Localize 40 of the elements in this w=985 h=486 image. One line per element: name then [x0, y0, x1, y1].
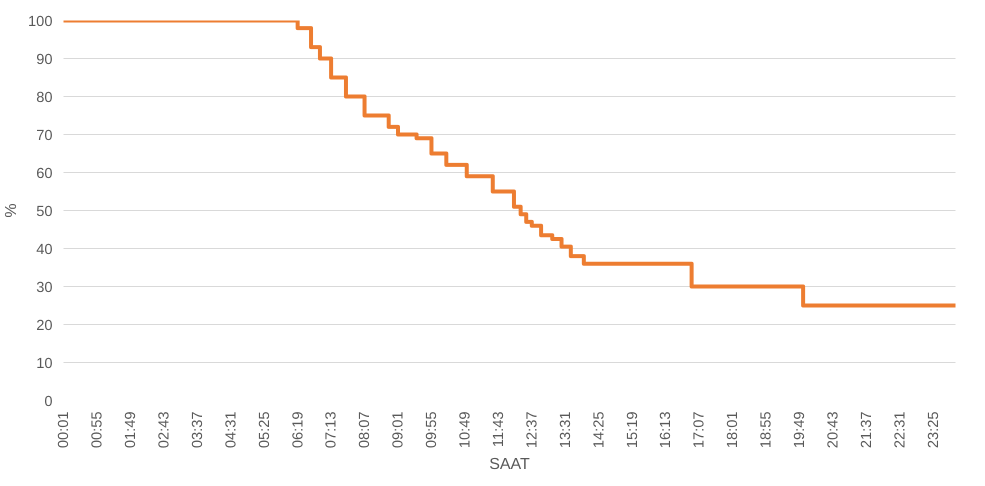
y-tick-label: 20: [36, 318, 53, 334]
y-tick-label: 100: [28, 14, 53, 30]
x-tick-label: 05:25: [256, 411, 273, 448]
x-tick-label: 15:19: [624, 411, 641, 448]
x-tick-label: 07:13: [324, 411, 340, 448]
x-tick-label: 18:55: [758, 411, 775, 448]
x-tick-label: 03:37: [190, 411, 206, 448]
y-tick-label: 70: [36, 128, 53, 144]
y-tick-label: 40: [36, 242, 53, 258]
x-axis-title: SAAT: [489, 456, 530, 474]
y-tick-label: 10: [36, 356, 53, 372]
x-tick-label: 14:25: [591, 411, 608, 448]
x-tick-label: 16:13: [658, 411, 674, 448]
y-tick-label: 0: [44, 394, 53, 410]
x-tick-label: 18:01: [725, 411, 742, 448]
x-tick-label: 00:55: [90, 411, 106, 448]
x-tick-label: 10:49: [458, 411, 474, 448]
x-tick-label: 09:01: [390, 411, 407, 448]
y-tick-label: 50: [36, 204, 53, 220]
x-tick-label: 01:49: [123, 411, 140, 448]
y-tick-label: 30: [36, 280, 53, 296]
x-tick-label: 19:49: [792, 411, 808, 448]
x-tick-label: 11:43: [490, 411, 507, 448]
x-tick-label: 06:19: [290, 411, 306, 448]
x-tick-label: 02:43: [156, 411, 172, 448]
y-tick-label: 90: [36, 52, 53, 68]
x-tick-label: 08:07: [357, 411, 374, 448]
x-tick-label: 13:31: [558, 411, 574, 448]
x-tick-label: 23:25: [926, 411, 942, 448]
x-tick-label: 21:37: [858, 411, 875, 448]
y-axis-title: %: [3, 203, 20, 218]
x-tick-label: 04:31: [223, 411, 240, 448]
x-tick-label: 12:37: [524, 411, 540, 448]
y-tick-label: 60: [36, 166, 53, 182]
x-tick-label: 17:07: [692, 411, 708, 448]
y-tick-label: 80: [36, 90, 53, 106]
x-tick-label: 20:43: [825, 411, 842, 448]
x-tick-label: 22:31: [892, 411, 908, 448]
x-tick-label: 09:55: [424, 411, 440, 448]
x-tick-label: 00:01: [56, 411, 72, 448]
